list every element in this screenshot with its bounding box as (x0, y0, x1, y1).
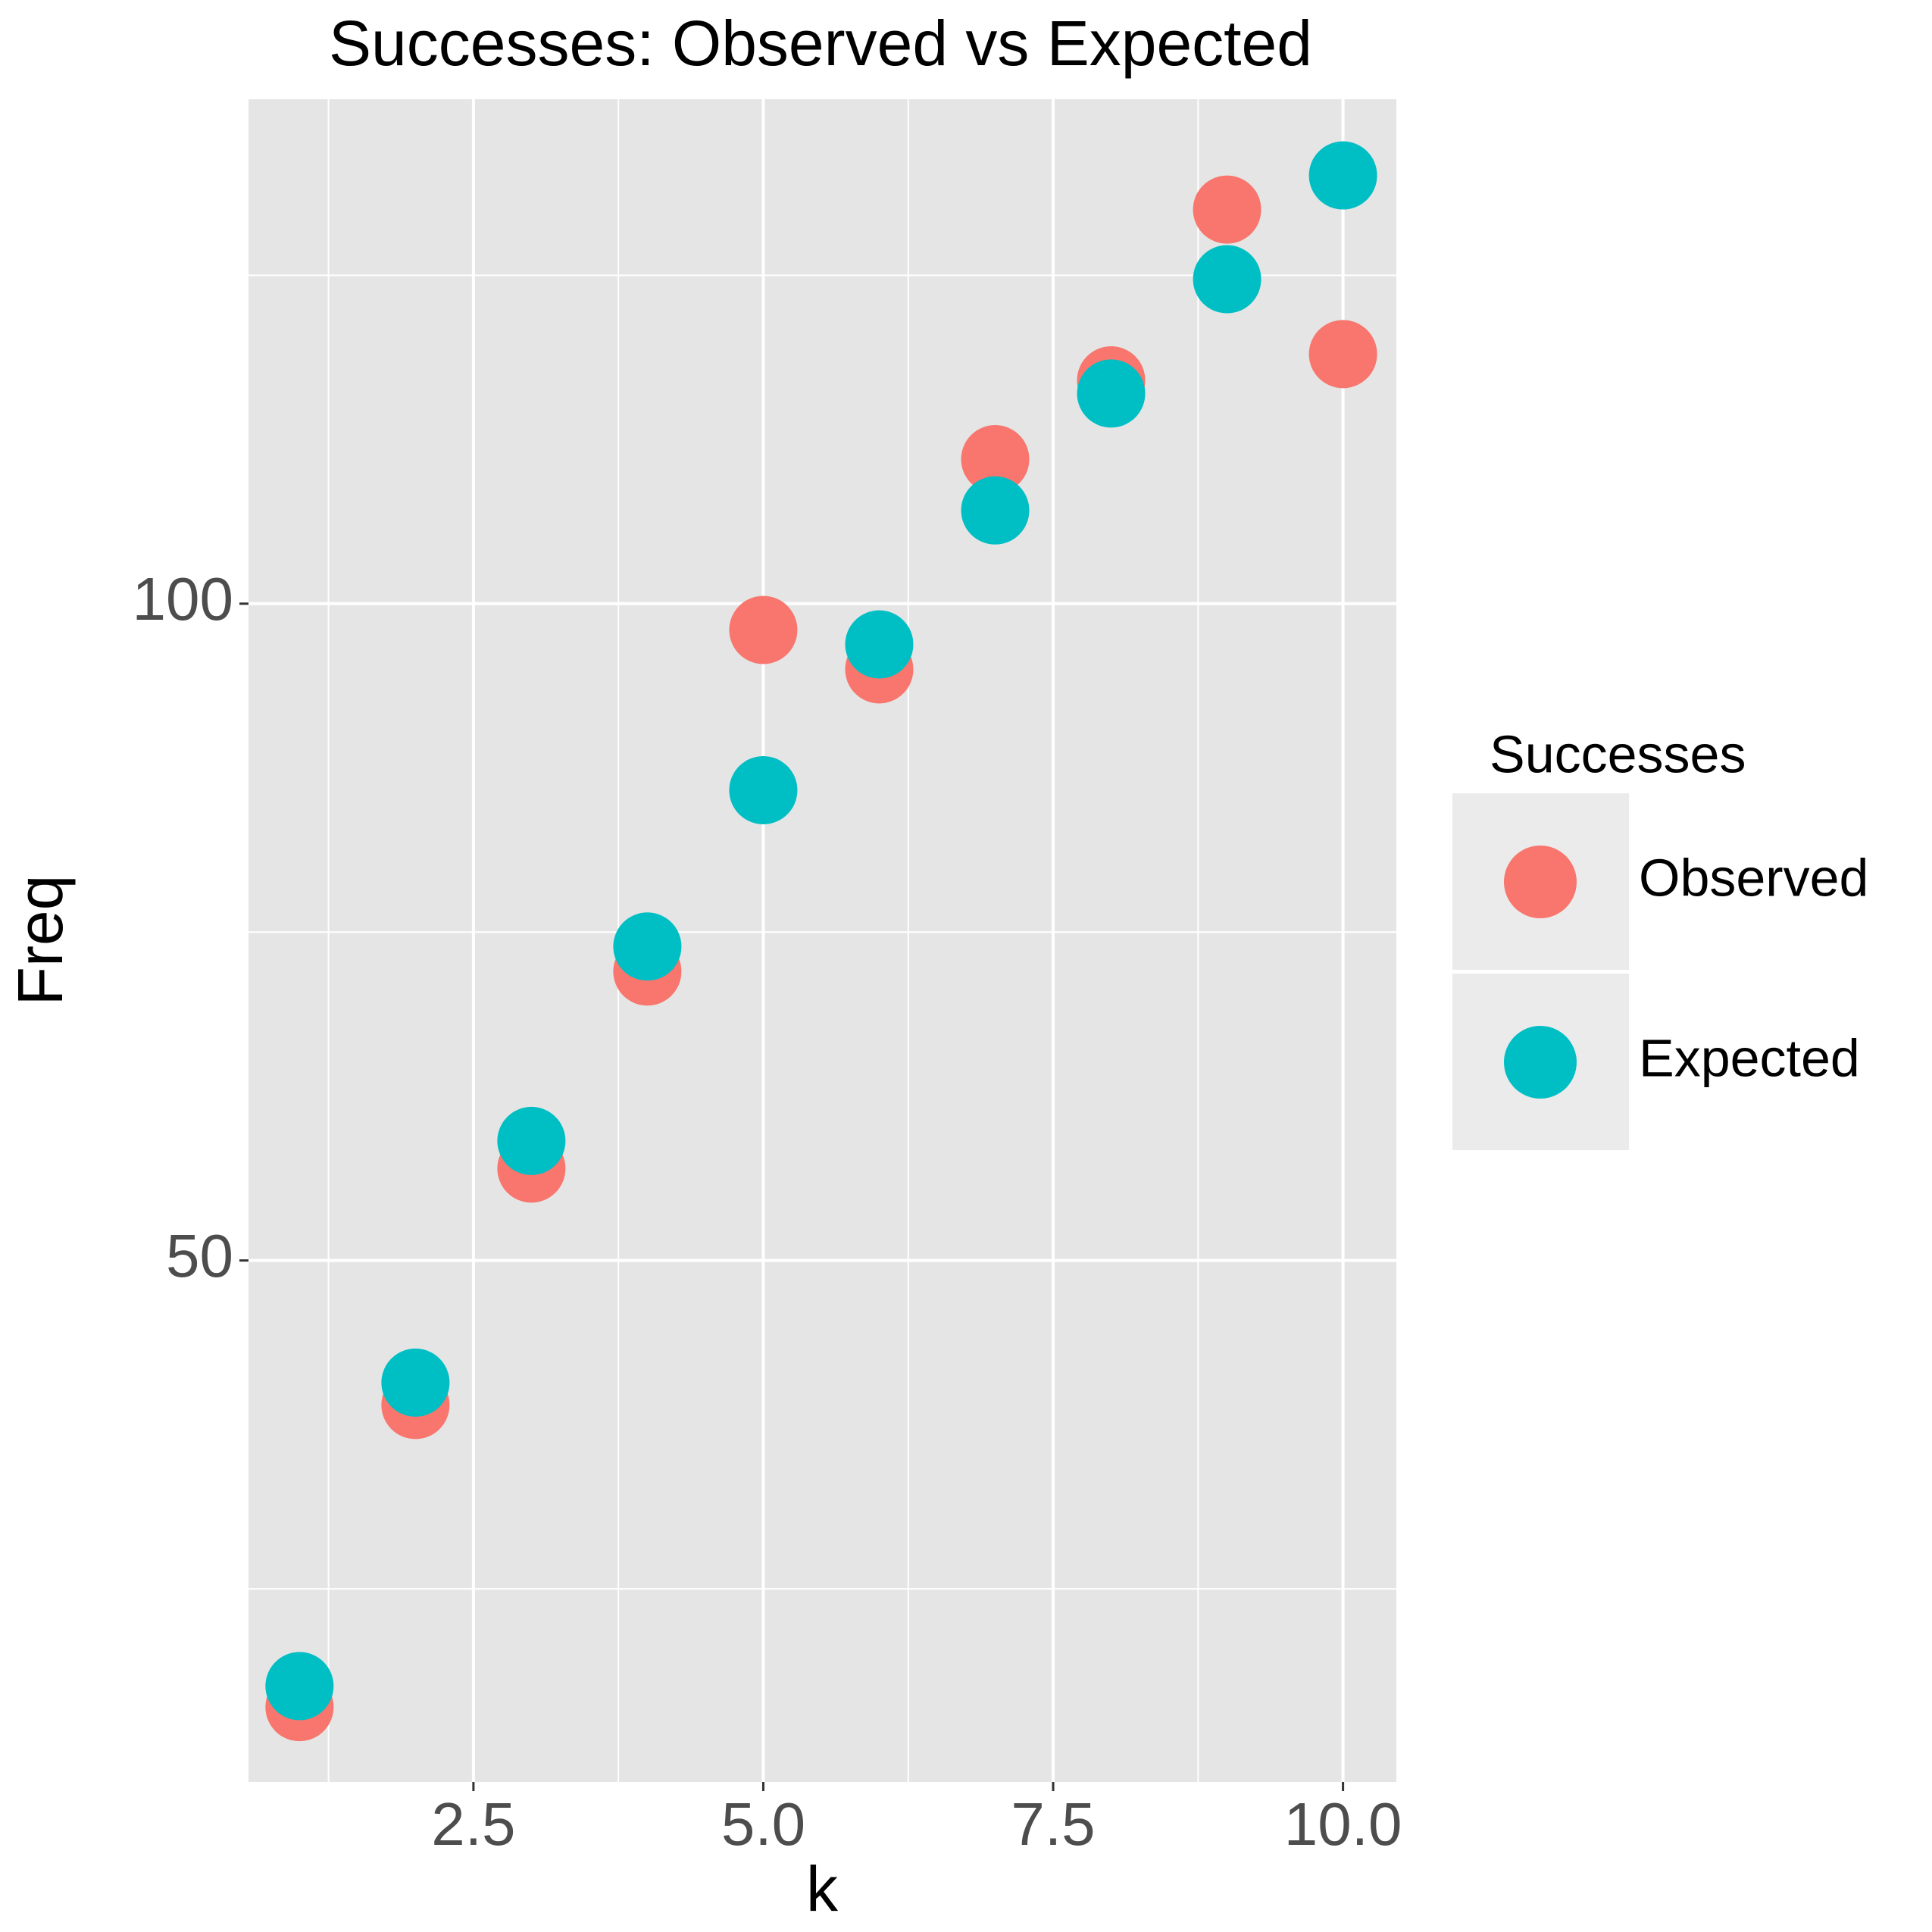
x-tick-label: 10.0 (1284, 1790, 1402, 1858)
x-tick-label: 2.5 (431, 1790, 515, 1858)
point (1077, 359, 1146, 428)
point (381, 1348, 450, 1417)
point (729, 755, 798, 824)
point (1193, 245, 1261, 314)
x-tick-label: 5.0 (721, 1790, 805, 1858)
point (729, 596, 798, 664)
point (845, 610, 914, 679)
legend-label: Observed (1639, 848, 1868, 907)
y-tick-label: 100 (133, 565, 233, 633)
x-tick-label: 7.5 (1011, 1790, 1095, 1858)
point (613, 912, 682, 981)
point (1308, 141, 1377, 210)
point (1308, 320, 1377, 389)
legend-symbol (1504, 846, 1577, 918)
point (961, 425, 1030, 494)
chart-title: Successes: Observed vs Expected (329, 8, 1312, 79)
legend-label: Expected (1639, 1028, 1860, 1087)
point (265, 1652, 334, 1721)
point (961, 476, 1030, 545)
x-axis-title: k (806, 1853, 839, 1924)
point (497, 1106, 566, 1175)
point (1193, 175, 1261, 244)
plot-panel (249, 99, 1396, 1782)
legend-symbol (1504, 1026, 1577, 1099)
y-tick-label: 50 (166, 1222, 233, 1290)
legend-title: Successes (1490, 724, 1746, 783)
y-axis-title: Freq (5, 875, 76, 1006)
